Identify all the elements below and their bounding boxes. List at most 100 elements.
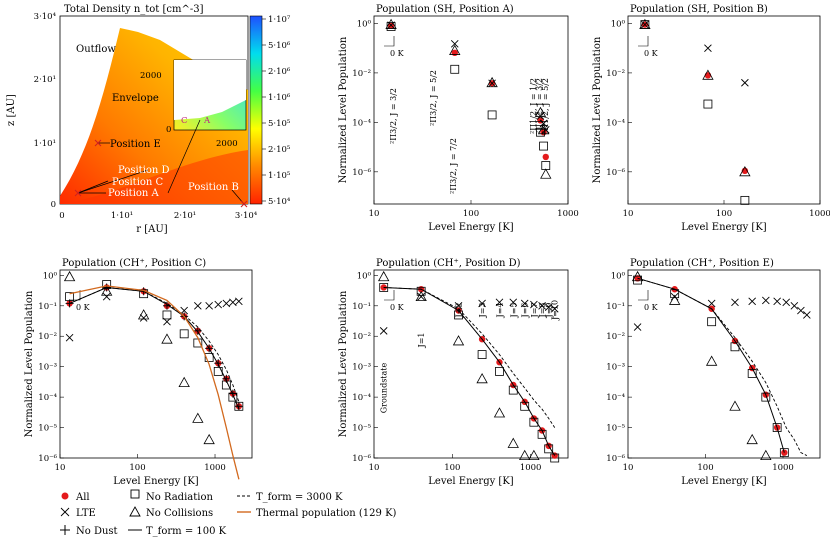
- legend-nocoll-marker: [129, 506, 141, 517]
- point-lte: [707, 299, 716, 308]
- point-norad: [761, 392, 771, 402]
- zero-k-note: 0 K: [644, 303, 659, 312]
- colorbar-tick-label: 5·10⁶: [268, 41, 291, 51]
- point-nocoll: [203, 433, 215, 445]
- point-nocoll: [540, 168, 552, 179]
- point-lte: [541, 125, 550, 134]
- point-nocoll: [760, 449, 772, 460]
- level-annotation: J=2: [455, 303, 464, 319]
- series-lte: [65, 292, 243, 342]
- position-d-label: Position D: [118, 165, 170, 176]
- point-nocoll: [534, 106, 547, 117]
- point-lte: [509, 298, 518, 307]
- point-norad: [495, 366, 504, 376]
- colorbar-tick-label: 5·10⁵: [268, 119, 291, 129]
- series-no-radiation: [386, 22, 551, 170]
- position-b-label: Position B: [188, 182, 239, 193]
- zero-k-note: 0 K: [644, 49, 659, 58]
- point-lte: [550, 304, 559, 313]
- y-tick-label: 10⁻⁶: [606, 168, 625, 178]
- point-lte: [139, 314, 148, 322]
- map-ytick-1: 1·10¹: [34, 139, 56, 149]
- point-lte: [790, 301, 799, 310]
- point-nocoll: [639, 18, 651, 29]
- point-norad: [550, 453, 560, 463]
- level-annotation: J=9: [545, 303, 554, 319]
- point-lte: [222, 299, 231, 308]
- x-tick-label: 100: [716, 209, 732, 219]
- legend-lte: LTE: [76, 508, 96, 519]
- point-all: [387, 22, 395, 30]
- y-axis-label: Normalized Level Population: [338, 36, 349, 183]
- y-tick-label: 10⁻¹: [38, 302, 57, 312]
- level-annotation: ²Π3/2, J = 7/2: [449, 138, 458, 194]
- y-tick-label: 10⁻¹: [352, 302, 371, 312]
- point-lte: [544, 303, 553, 312]
- legend: All LTE No Dust No Radiation No Collisio…: [60, 489, 397, 537]
- x-tick-label: 100: [463, 209, 479, 219]
- series-thermal-population-129-k-: [69, 285, 240, 480]
- point-nocoll: [486, 76, 498, 88]
- x-tick-label: 1000: [557, 209, 579, 219]
- density-map: Total Density n_tot [cm^-3] 2000 0 2000 …: [6, 4, 291, 235]
- point-lte: [748, 297, 756, 306]
- population-panel: Population (CH⁺, Position D) 10 100 1000 10⁰…: [338, 258, 569, 487]
- point-norad: [228, 392, 238, 402]
- point-lte: [205, 301, 213, 310]
- panel-title: Population (CH⁺, Position D): [376, 258, 521, 269]
- point-nocoll: [729, 400, 741, 411]
- point-nocoll: [415, 290, 427, 302]
- point-norad: [102, 280, 112, 289]
- point-norad: [179, 329, 189, 339]
- point-lte: [539, 119, 548, 128]
- position-e-label: Position E: [110, 139, 161, 150]
- map-xtick-2: 2·10¹: [174, 211, 196, 221]
- level-annotation: J=5: [509, 303, 518, 319]
- point-lte: [379, 327, 388, 335]
- colorbar-tick-label: 5·10⁴: [268, 197, 291, 207]
- x-tick-label: 1000: [204, 463, 226, 473]
- point-lte: [488, 79, 496, 88]
- point-norad: [450, 64, 460, 74]
- y-tick-label: 10⁻²: [38, 332, 57, 342]
- y-tick-label: 10⁻⁶: [352, 454, 371, 464]
- point-norad: [707, 317, 717, 327]
- point-lte: [530, 300, 538, 309]
- x-axis-label: Level Energy [K]: [681, 476, 767, 487]
- y-tick-label: 10⁻²: [606, 332, 625, 342]
- point-lte: [641, 20, 649, 29]
- series-line: [637, 277, 808, 457]
- level-annotation: ²Π1/2, J = 3/2: [535, 78, 544, 134]
- legend-norad: No Radiation: [146, 492, 213, 503]
- density-map-title: Total Density n_tot [cm^-3]: [64, 4, 204, 15]
- point-nocoll: [537, 123, 550, 135]
- zero-k-note: 0 K: [76, 303, 91, 312]
- level-annotation: ²Π1/2, J = 1/2: [529, 78, 538, 134]
- series-lte: [379, 292, 559, 335]
- map-xtick-1: 1·10¹: [111, 211, 133, 221]
- x-tick-label: 1000: [809, 209, 830, 219]
- point-lte: [538, 301, 546, 310]
- inset-tick-2000-x: 2000: [216, 139, 238, 149]
- legend-thermal: Thermal population (129 K): [256, 508, 397, 519]
- point-nocoll: [476, 372, 488, 384]
- y-tick-label: 10⁻³: [352, 363, 371, 373]
- point-nocoll: [746, 433, 758, 445]
- panel-frame: [627, 15, 821, 205]
- zero-k-arrow: [384, 36, 395, 47]
- point-nocoll: [378, 270, 390, 282]
- point-nocoll: [452, 335, 465, 346]
- y-axis-label: Normalized Level Population: [592, 36, 603, 183]
- point-nocoll: [137, 309, 150, 320]
- panel-title: Population (CH⁺, Position C): [62, 258, 206, 269]
- panel-title: Population (CH⁺, Position E): [630, 258, 774, 269]
- y-tick-label: 10⁰: [43, 271, 58, 281]
- point-norad: [633, 275, 642, 285]
- map-ylabel: z [AU]: [6, 94, 17, 126]
- legend-all-marker: [61, 492, 69, 500]
- point-lte: [180, 306, 188, 315]
- y-axis-label: Normalized Level Population: [24, 290, 35, 437]
- density-map-disk: [60, 150, 248, 204]
- panel-title: Population (SH, Position B): [630, 4, 768, 15]
